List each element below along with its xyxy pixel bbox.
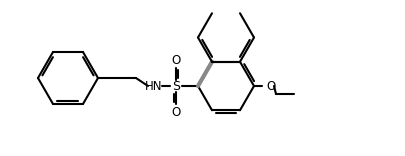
- Text: S: S: [172, 80, 179, 93]
- Text: O: O: [265, 80, 275, 93]
- Text: O: O: [171, 54, 180, 66]
- Text: HN: HN: [145, 80, 162, 93]
- Text: O: O: [171, 105, 180, 119]
